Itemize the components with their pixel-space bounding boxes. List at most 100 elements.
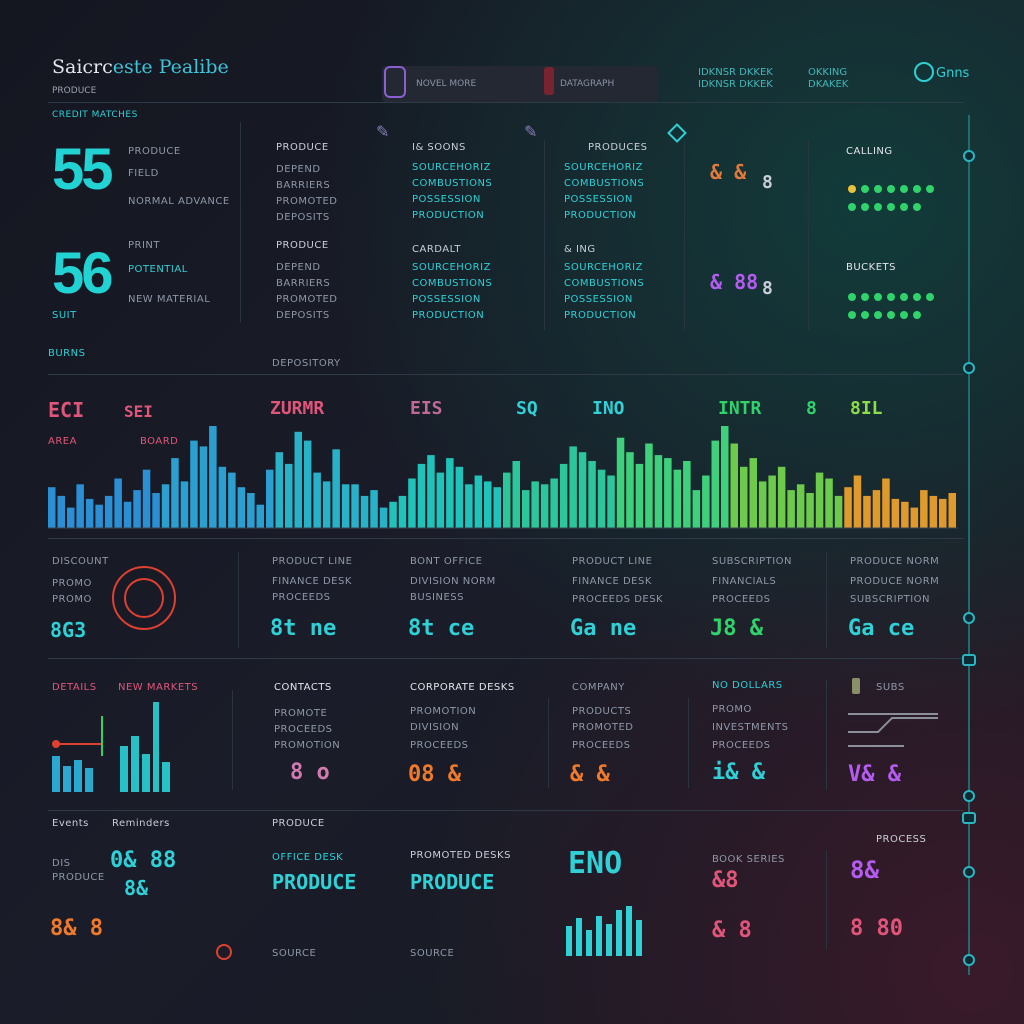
- tile-sub: SUBSCRIPTION: [850, 594, 931, 605]
- dot-grid-header: CALLING: [846, 146, 893, 157]
- user-label[interactable]: Gnns: [936, 66, 970, 81]
- chart-bar: [740, 466, 748, 528]
- list-item[interactable]: COMBUSTIONS: [412, 178, 493, 189]
- list-item[interactable]: BARRIERS: [276, 180, 331, 191]
- header-menu-b[interactable]: OKKING DKAKEK: [808, 67, 848, 91]
- app-subtitle: PRODUCE: [52, 86, 97, 96]
- chart-bar: [190, 440, 198, 528]
- tile-value: i& &: [712, 760, 765, 785]
- timeline-node[interactable]: [963, 612, 975, 624]
- chart-section-sublabel: DEPOSITORY: [272, 358, 341, 369]
- chart-bar: [882, 478, 890, 528]
- list-item[interactable]: SOURCEHORIZ: [564, 162, 643, 173]
- list-item[interactable]: PRODUCTION: [412, 210, 485, 221]
- chart-bar: [920, 490, 928, 528]
- tile-sub: PROCEEDS: [712, 740, 771, 751]
- tile-sub: DIVISION: [410, 722, 460, 733]
- list-col3-title-2: & ING: [564, 244, 596, 255]
- list-item[interactable]: PROMOTED: [276, 294, 338, 305]
- chart-label: INTR: [718, 398, 762, 419]
- chart-bar: [872, 490, 881, 528]
- chart-bar: [370, 490, 378, 528]
- search-left-label: NOVEL MORE: [416, 79, 477, 89]
- dot-grid-header-2: BUCKETS: [846, 262, 896, 273]
- toggle-switch[interactable]: [544, 67, 554, 95]
- chart-bar: [607, 475, 615, 528]
- timeline-node[interactable]: [963, 362, 975, 374]
- tile-sub: FINANCIALS: [712, 576, 777, 587]
- tile-sub: PROCEEDS DESK: [572, 594, 664, 605]
- list-item[interactable]: POSSESSION: [412, 294, 481, 305]
- tile-head: PRODUCT LINE: [572, 556, 653, 567]
- mini-value-1: & &: [710, 160, 747, 184]
- tile-value: 8&: [124, 876, 149, 900]
- list-item[interactable]: PROMOTED: [276, 196, 338, 207]
- header-menu-a[interactable]: IDKNSR DKKEK IDKNSR DKKEK: [698, 67, 773, 91]
- user-avatar-icon[interactable]: [914, 62, 934, 82]
- timeline-node[interactable]: [963, 866, 975, 878]
- list-item[interactable]: PRODUCTION: [412, 310, 485, 321]
- chart-bar: [465, 484, 473, 528]
- tile-head: Reminders: [112, 818, 170, 829]
- chart-bar: [417, 463, 426, 528]
- list-item[interactable]: PRODUCTION: [564, 310, 637, 321]
- tile-head: CORPORATE DESKS: [410, 682, 515, 693]
- chart-bar: [152, 493, 160, 528]
- list-item[interactable]: COMBUSTIONS: [564, 178, 645, 189]
- tile-divider: [238, 552, 239, 648]
- list-item[interactable]: POSSESSION: [412, 194, 481, 205]
- record-icon[interactable]: [216, 944, 232, 960]
- tile-value: 8t ne: [270, 616, 337, 641]
- bookmark-icon[interactable]: [852, 678, 860, 694]
- list-item[interactable]: DEPEND: [276, 262, 321, 273]
- search-icon[interactable]: [384, 66, 406, 98]
- list-item[interactable]: DEPOSITS: [276, 212, 330, 223]
- list-divider: [544, 140, 545, 330]
- tile-value: 8 o: [290, 760, 330, 785]
- list-col2-title-2: CARDALT: [412, 244, 461, 255]
- timeline-node[interactable]: [963, 790, 975, 802]
- list-divider: [808, 140, 809, 330]
- tile-head: PRODUCT LINE: [272, 556, 353, 567]
- search-bar[interactable]: [382, 66, 658, 102]
- chart-bar: [815, 472, 824, 528]
- list-item[interactable]: DEPEND: [276, 164, 321, 175]
- chart-bar: [844, 487, 852, 528]
- list-item[interactable]: COMBUSTIONS: [412, 278, 493, 289]
- tile-head: BONT OFFICE: [410, 556, 483, 567]
- tile-sub: SOURCE: [272, 948, 317, 959]
- list-item[interactable]: PRODUCTION: [564, 210, 637, 221]
- list-item[interactable]: COMBUSTIONS: [564, 278, 645, 289]
- pin-icon[interactable]: ✎: [524, 122, 538, 141]
- chart-bar: [322, 481, 331, 528]
- list-item[interactable]: POSSESSION: [564, 194, 633, 205]
- timeline-node[interactable]: [962, 654, 976, 666]
- timeline-node[interactable]: [963, 150, 975, 162]
- chart-bar: [455, 466, 464, 528]
- list-item[interactable]: BARRIERS: [276, 278, 331, 289]
- list-item[interactable]: SOURCEHORIZ: [412, 262, 491, 273]
- list-col3-title: PRODUCES: [588, 142, 648, 153]
- list-divider: [684, 140, 685, 330]
- flow-line-icon: [848, 713, 938, 747]
- list-item[interactable]: DEPOSITS: [276, 310, 330, 321]
- timeline-node[interactable]: [962, 812, 976, 824]
- pin-icon[interactable]: ✎: [376, 122, 390, 141]
- list-item[interactable]: SOURCEHORIZ: [564, 262, 643, 273]
- timeline-node[interactable]: [963, 954, 975, 966]
- chart-bar: [446, 458, 454, 528]
- tile-value: Ga ne: [570, 616, 637, 641]
- tile-head: SUBSCRIPTION: [712, 556, 793, 567]
- title-part-2: este Pealibe: [112, 56, 229, 78]
- tile-sub: INVESTMENTS: [712, 722, 789, 733]
- list-item[interactable]: SOURCEHORIZ: [412, 162, 491, 173]
- chart-label: ECI: [48, 398, 85, 422]
- chart-label: EIS: [410, 398, 443, 419]
- chart-bar: [303, 440, 312, 528]
- tile-head: Events: [52, 818, 89, 829]
- list-item[interactable]: POSSESSION: [564, 294, 633, 305]
- chart-bar: [702, 475, 710, 528]
- primary-stat-value: 55: [52, 137, 113, 202]
- tile-value: PRODUCE: [410, 870, 495, 894]
- chart-bar: [616, 437, 625, 528]
